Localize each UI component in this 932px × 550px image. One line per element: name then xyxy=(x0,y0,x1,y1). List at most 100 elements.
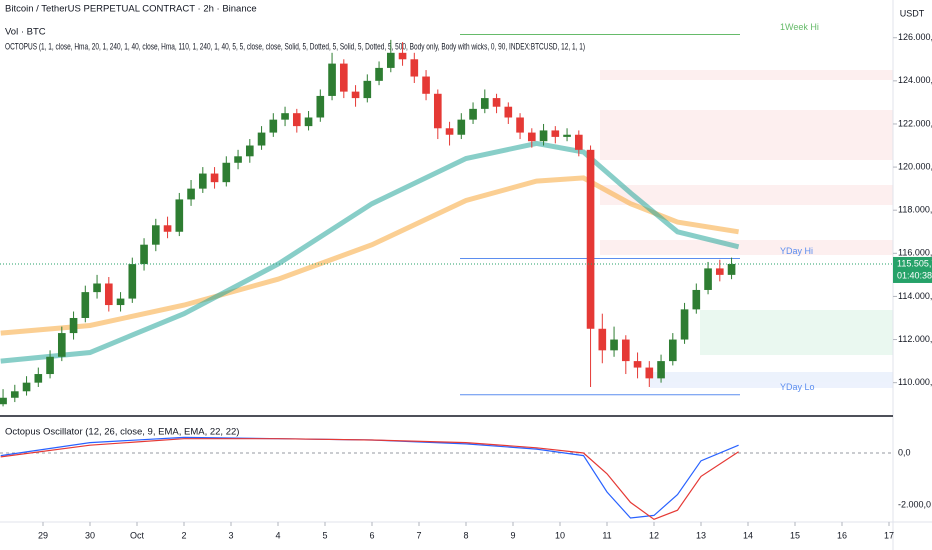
candle-body xyxy=(598,328,607,351)
candle-body xyxy=(339,63,348,92)
oscillator-title: Octopus Oscillator (12, 26, close, 9, EM… xyxy=(5,427,239,438)
candle-body xyxy=(645,367,654,379)
zone xyxy=(600,185,893,205)
candle-body xyxy=(175,199,184,232)
y-tick-label: 122.000,0 xyxy=(898,118,932,128)
zone xyxy=(600,70,893,80)
zone xyxy=(600,110,893,160)
x-tick-label: 12 xyxy=(649,530,659,540)
candle-body xyxy=(480,98,489,109)
y-tick-label: 120.000,0 xyxy=(898,161,932,171)
level-label: YDay Lo xyxy=(780,382,815,392)
candle-body xyxy=(22,382,31,392)
candle-body xyxy=(457,119,466,135)
candle-body xyxy=(586,149,595,329)
x-tick-label: 11 xyxy=(602,530,611,540)
candle-body xyxy=(0,397,7,405)
candle-body xyxy=(269,119,278,133)
x-tick-label: 6 xyxy=(369,530,374,540)
candle-body xyxy=(386,52,395,68)
x-tick-label: 9 xyxy=(510,530,515,540)
candle-body xyxy=(151,225,160,245)
x-tick-label: 13 xyxy=(696,530,706,540)
y-tick-label: 124.000,0 xyxy=(898,75,932,85)
candle-body xyxy=(351,91,360,99)
candle-body xyxy=(551,130,560,137)
candle-body xyxy=(328,63,336,96)
x-tick-label: 14 xyxy=(743,530,753,540)
y-tick-label: 110.000,0 xyxy=(898,377,932,387)
candle-body xyxy=(116,298,125,306)
candle-body xyxy=(692,289,701,310)
x-tick-label: 3 xyxy=(228,530,233,540)
candle-body xyxy=(504,106,513,118)
x-tick-label: 8 xyxy=(463,530,468,540)
candle-body xyxy=(445,128,454,135)
candle-body xyxy=(433,93,442,129)
x-tick-label: 7 xyxy=(416,530,421,540)
oscillator-line xyxy=(0,438,739,520)
candle-body xyxy=(727,263,736,275)
candle-body xyxy=(140,244,148,265)
zone xyxy=(700,310,893,355)
candle-body xyxy=(257,132,266,146)
candle-body xyxy=(363,80,372,99)
candle-body xyxy=(93,283,101,293)
x-tick-label: 17 xyxy=(884,530,894,540)
level-label: 1Week Hi xyxy=(780,22,819,32)
candle-body xyxy=(10,391,19,398)
candle-body xyxy=(680,309,689,340)
candle-body xyxy=(187,188,195,200)
countdown-label: 01:40:38 xyxy=(897,270,932,280)
candle-body xyxy=(715,268,724,275)
symbol-title: Bitcoin / TetherUS PERPETUAL CONTRACT · … xyxy=(5,4,257,15)
x-tick-label: 30 xyxy=(85,530,95,540)
candle-body xyxy=(34,374,43,383)
y-tick-label: -2.000,0 xyxy=(898,499,931,509)
candle-body xyxy=(316,95,325,118)
x-tick-label: 5 xyxy=(322,530,327,540)
oscillator-line xyxy=(0,436,739,519)
candle-body xyxy=(574,134,583,150)
candle-body xyxy=(46,356,54,375)
x-tick-label: 16 xyxy=(837,530,847,540)
candle-body xyxy=(422,76,430,94)
candle-body xyxy=(563,134,571,137)
candle-body xyxy=(281,113,289,120)
candle-body xyxy=(57,333,66,357)
x-tick-label: 15 xyxy=(790,530,800,540)
candle-body xyxy=(128,264,137,299)
candle-body xyxy=(234,156,242,163)
candle-body xyxy=(657,361,665,379)
y-tick-label: 114.000,0 xyxy=(898,291,932,301)
axis-unit: USDT xyxy=(900,8,925,18)
candle-body xyxy=(69,317,78,334)
candle-body xyxy=(104,283,113,306)
candle-body xyxy=(245,145,254,157)
candle-body xyxy=(610,339,618,351)
y-tick-label: 112.000,0 xyxy=(898,334,932,344)
candle-body xyxy=(304,117,313,127)
x-tick-label: 2 xyxy=(181,530,186,540)
candle-body xyxy=(469,108,477,120)
candle-body xyxy=(198,173,207,189)
x-tick-label: 4 xyxy=(275,530,280,540)
y-tick-label: 0,0 xyxy=(898,447,911,457)
candle-body xyxy=(516,117,524,133)
candle-body xyxy=(410,59,419,77)
moving-average xyxy=(0,140,740,364)
indicator-label: OCTOPUS (1, 1, close, Hma, 20, 1, 240, 1… xyxy=(5,42,585,53)
candle-body xyxy=(398,52,407,60)
candle-body xyxy=(163,225,172,232)
x-tick-label: 10 xyxy=(555,530,565,540)
x-tick-label: Oct xyxy=(130,530,145,540)
candle-body xyxy=(292,113,301,127)
level-label: YDay Hi xyxy=(780,246,813,256)
y-tick-label: 126.000,0 xyxy=(898,32,932,42)
candle-body xyxy=(539,130,548,142)
candle-body xyxy=(210,173,219,183)
candle-body xyxy=(668,339,677,362)
candle-body xyxy=(704,268,712,290)
